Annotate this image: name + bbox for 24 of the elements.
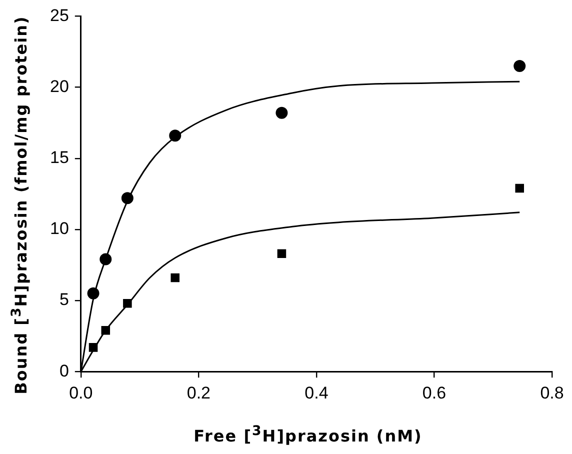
y-tick-label: 0: [59, 361, 69, 380]
y-tick-label: 20: [50, 76, 69, 96]
point: [101, 326, 110, 335]
y-tick-label: 10: [50, 219, 69, 238]
point: [169, 130, 182, 142]
point: [123, 298, 132, 308]
point: [276, 106, 288, 119]
y-tick-label: 5: [59, 290, 69, 310]
y-tick-label: 25: [50, 6, 69, 25]
point: [87, 287, 100, 300]
point: [515, 184, 524, 193]
x-tick-label: 0.6: [422, 383, 446, 402]
point: [170, 273, 180, 282]
point: [100, 253, 112, 266]
x-tick-label: 0.0: [69, 383, 93, 402]
point: [277, 249, 286, 258]
x-tick-label: 0.8: [540, 383, 564, 402]
point: [88, 343, 98, 352]
x-tick-label: 0.2: [186, 383, 210, 402]
x-tick-label: 0.4: [304, 383, 328, 402]
y-tick-label: 15: [50, 148, 69, 168]
point: [121, 192, 134, 204]
x-axis-title: Free [$^{3}$H]prazosin (nM): [194, 424, 422, 446]
point: [514, 60, 526, 72]
